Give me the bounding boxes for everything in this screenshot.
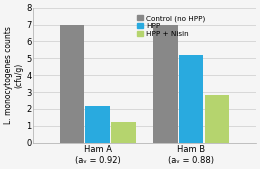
Bar [179, 55, 204, 143]
Bar [111, 122, 136, 143]
Y-axis label: L. monocytogenes counts
(cfu/g): L. monocytogenes counts (cfu/g) [4, 26, 24, 124]
Legend: Control (no HPP), HPP, HPP + Nisin: Control (no HPP), HPP, HPP + Nisin [136, 14, 207, 38]
Bar [86, 105, 110, 143]
Bar [153, 25, 178, 143]
Bar [60, 25, 84, 143]
Bar [205, 95, 229, 143]
